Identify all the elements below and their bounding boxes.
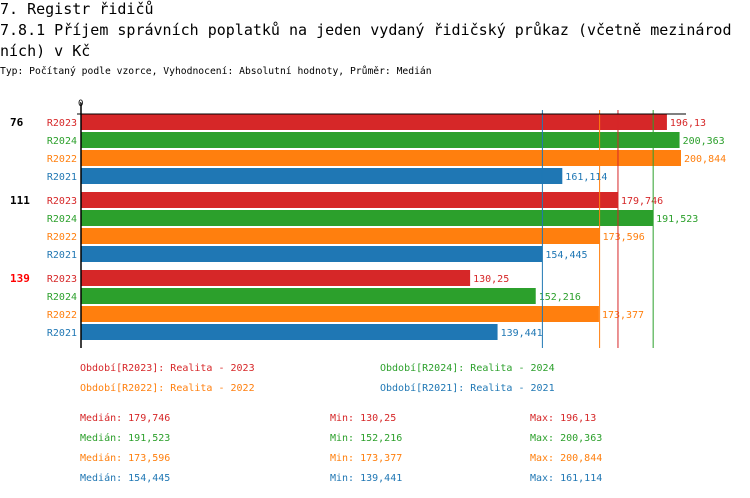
bar bbox=[81, 150, 681, 166]
bar bbox=[81, 132, 680, 148]
series-label: R2023 bbox=[47, 274, 77, 285]
chart-title-line2: ních) v Kč bbox=[0, 42, 91, 60]
series-label: R2024 bbox=[47, 292, 77, 303]
value-label: 179,746 bbox=[621, 196, 663, 207]
series-label: R2021 bbox=[47, 172, 77, 183]
group-label: 76 bbox=[10, 116, 24, 129]
value-label: 130,25 bbox=[473, 274, 509, 285]
legend-item: Období[R2022]: Realita - 2022 bbox=[80, 383, 255, 394]
stat-median: Medián: 191,523 bbox=[80, 433, 171, 444]
group-label: 111 bbox=[10, 194, 30, 207]
group-label: 139 bbox=[10, 272, 30, 285]
chart-title-line1: 7.8.1 Příjem správních poplatků na jeden… bbox=[0, 21, 732, 39]
stat-min: Min: 152,216 bbox=[330, 433, 403, 444]
series-label: R2022 bbox=[47, 232, 77, 243]
value-label: 191,523 bbox=[656, 214, 698, 225]
bar bbox=[81, 324, 498, 340]
bar bbox=[81, 246, 543, 262]
stat-min: Min: 139,441 bbox=[330, 473, 403, 484]
value-label: 200,363 bbox=[683, 136, 725, 147]
series-label: R2021 bbox=[47, 250, 77, 261]
value-label: 139,441 bbox=[501, 328, 543, 339]
value-label: 152,216 bbox=[539, 292, 581, 303]
stat-min: Min: 130,25 bbox=[330, 413, 397, 424]
stat-median: Medián: 154,445 bbox=[80, 473, 171, 484]
stat-min: Min: 173,377 bbox=[330, 453, 403, 464]
legend-item: Období[R2023]: Realita - 2023 bbox=[80, 363, 255, 374]
stat-median: Medián: 179,746 bbox=[80, 413, 171, 424]
bar bbox=[81, 270, 471, 286]
bar bbox=[81, 228, 600, 244]
value-label: 173,596 bbox=[603, 232, 645, 243]
stat-max: Max: 200,363 bbox=[530, 433, 603, 444]
series-label: R2023 bbox=[47, 118, 77, 129]
legend-item: Období[R2024]: Realita - 2024 bbox=[380, 363, 555, 374]
legend-item: Období[R2021]: Realita - 2021 bbox=[380, 383, 555, 394]
value-label: 200,844 bbox=[684, 154, 726, 165]
series-label: R2022 bbox=[47, 154, 77, 165]
bar bbox=[81, 168, 563, 184]
bar bbox=[81, 306, 599, 322]
bar bbox=[81, 114, 667, 130]
stat-max: Max: 200,844 bbox=[530, 453, 603, 464]
value-label: 154,445 bbox=[545, 250, 587, 261]
bar-chart: 76 R2023 196,13 R2024 200,363 R2022 200,844 R20… bbox=[10, 99, 726, 348]
bar bbox=[81, 288, 536, 304]
value-label: 173,377 bbox=[602, 310, 644, 321]
series-label: R2022 bbox=[47, 310, 77, 321]
bar bbox=[81, 210, 654, 226]
series-label: R2024 bbox=[47, 214, 77, 225]
section-title: 7. Registr řidičů bbox=[0, 0, 154, 18]
value-label: 196,13 bbox=[670, 118, 706, 129]
axis-tick-label: 0 bbox=[78, 99, 83, 109]
series-label: R2023 bbox=[47, 196, 77, 207]
series-label: R2024 bbox=[47, 136, 77, 147]
bar bbox=[81, 192, 618, 208]
value-label: 161,114 bbox=[565, 172, 607, 183]
stat-median: Medián: 173,596 bbox=[80, 453, 171, 464]
stat-max: Max: 161,114 bbox=[530, 473, 603, 484]
stat-max: Max: 196,13 bbox=[530, 413, 597, 424]
chart-subtitle: Typ: Počítaný podle vzorce, Vyhodnocení:… bbox=[0, 66, 432, 77]
series-label: R2021 bbox=[47, 328, 77, 339]
